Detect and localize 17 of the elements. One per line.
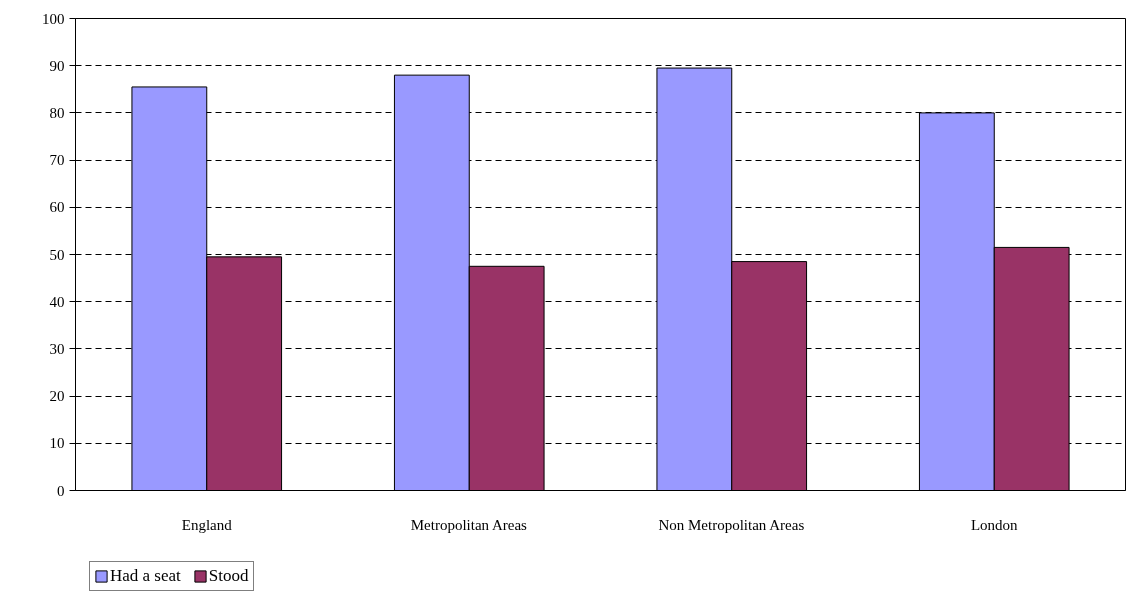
y-tick-label: 70: [49, 152, 65, 169]
x-tick-label: England: [181, 516, 233, 533]
legend-label: Stood: [208, 566, 249, 586]
y-tick-label: 0: [57, 482, 65, 499]
x-tick-label: Non Metropolitan Areas: [658, 516, 805, 533]
y-tick-label: 90: [49, 57, 65, 74]
x-tick-label: London: [970, 516, 1019, 533]
legend-label: Had a seat: [110, 566, 181, 586]
y-tick-label: 100: [42, 10, 65, 27]
y-tick-label: 50: [49, 246, 65, 263]
x-tick-label: Metropolitan Areas: [410, 516, 528, 533]
y-tick-label: 60: [49, 199, 65, 216]
y-tick-label: 20: [49, 388, 65, 405]
y-tick-label: 40: [49, 293, 65, 310]
y-tick-label: 10: [49, 435, 65, 452]
y-tick-label: 80: [49, 104, 65, 121]
y-tick-label: 30: [49, 340, 65, 357]
